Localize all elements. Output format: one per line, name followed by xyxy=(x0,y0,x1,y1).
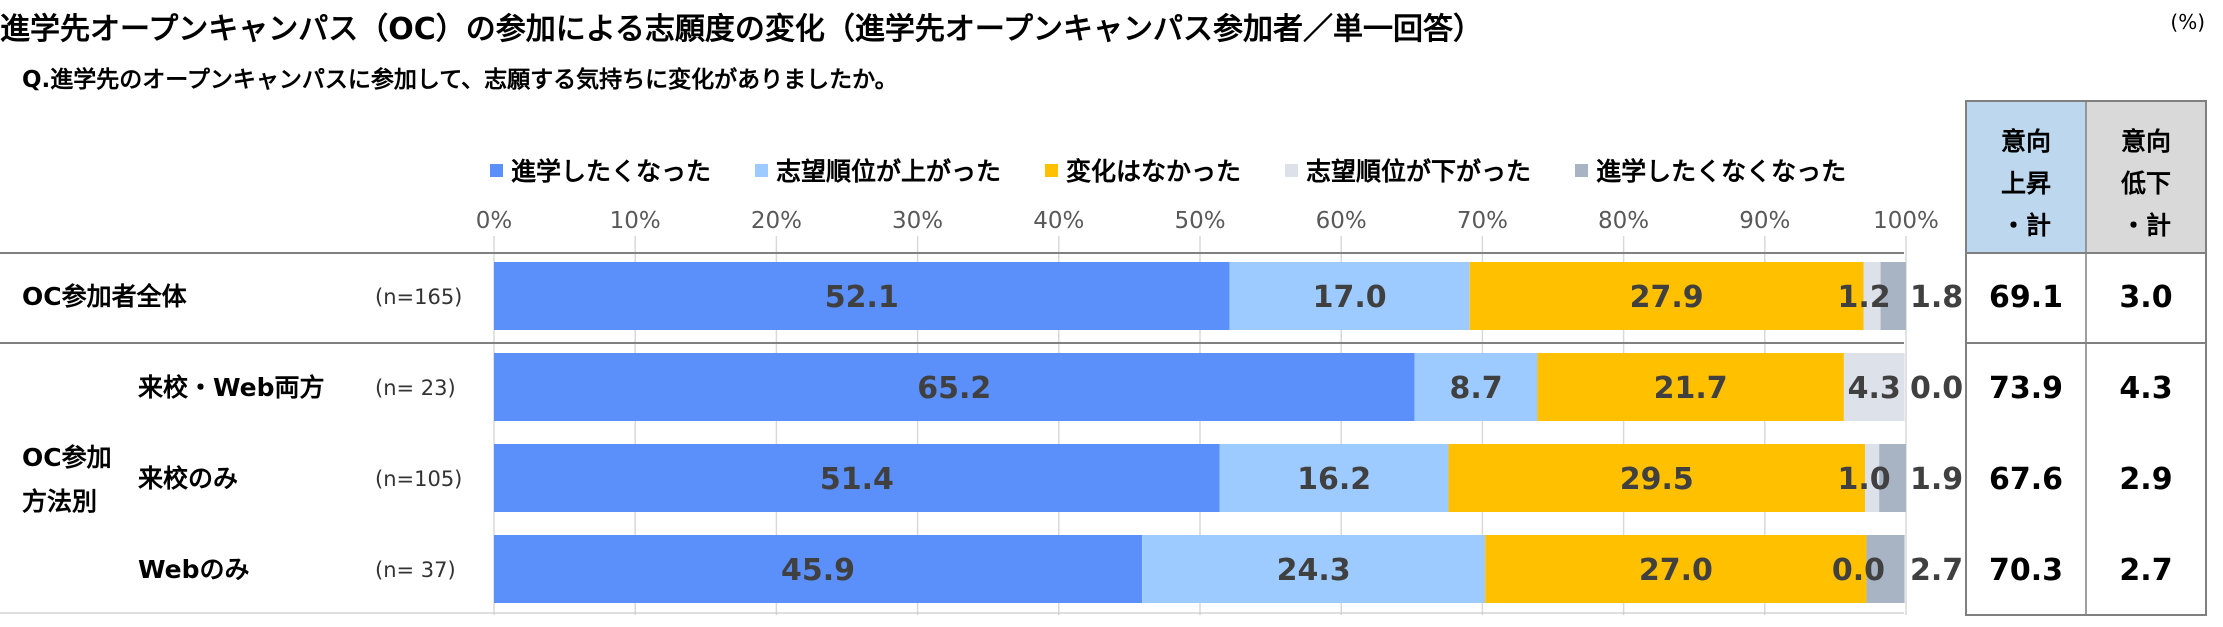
legend-swatch xyxy=(490,163,503,177)
bar-segment xyxy=(494,535,1143,603)
summary-down-value: 2.9 xyxy=(2119,462,2172,497)
n-label: (n=165) xyxy=(375,285,462,309)
bar-segment xyxy=(1537,353,1844,421)
row-label: OC参加者全体 xyxy=(22,282,188,311)
legend-label: 志望順位が上がった xyxy=(776,157,1002,186)
bar-segment xyxy=(1863,262,1881,330)
data-label: 1.2 xyxy=(1838,280,1891,315)
bar-segment xyxy=(1880,262,1906,330)
summary-down-value: 2.7 xyxy=(2119,553,2172,588)
bar-segment xyxy=(1485,535,1867,603)
data-label: 52.1 xyxy=(825,280,899,315)
data-label: 24.3 xyxy=(1277,553,1351,588)
data-label: 4.3 xyxy=(1848,371,1901,406)
x-tick-label: 70% xyxy=(1457,208,1508,234)
bar-segment xyxy=(1469,262,1864,330)
row-label: 来校のみ xyxy=(138,464,238,493)
data-label: 29.5 xyxy=(1620,462,1694,497)
data-label: 65.2 xyxy=(917,371,991,406)
bar-segment xyxy=(1866,535,1905,603)
data-label: 21.7 xyxy=(1654,371,1728,406)
x-tick-label: 60% xyxy=(1316,208,1367,234)
data-label: 8.7 xyxy=(1449,371,1502,406)
legend-swatch xyxy=(1045,163,1059,177)
legend-item: 志望順位が下がった xyxy=(1285,152,1531,188)
summary-header-label: ・計 xyxy=(2001,211,2051,240)
summary-up-value: 73.9 xyxy=(1989,371,2063,406)
group-label: OC参加 xyxy=(22,443,112,472)
x-tick-label: 0% xyxy=(476,208,513,234)
legend-label: 志望順位が下がった xyxy=(1306,157,1532,186)
legend-swatch xyxy=(755,163,769,177)
x-tick-label: 10% xyxy=(610,208,661,234)
n-label: (n=105) xyxy=(375,467,462,491)
summary-header-cell xyxy=(2086,101,2206,253)
bar-segment xyxy=(1142,535,1486,603)
summary-header-label: 低下 xyxy=(2120,169,2171,198)
data-label: 45.9 xyxy=(781,553,855,588)
x-tick-label: 100% xyxy=(1873,208,1939,234)
bar-segment xyxy=(494,353,1415,421)
x-tick-label: 90% xyxy=(1739,208,1790,234)
summary-up-value: 69.1 xyxy=(1989,280,2063,315)
bar-segment xyxy=(1219,444,1449,512)
legend-label: 進学したくなった xyxy=(511,157,712,186)
data-label: 17.0 xyxy=(1313,280,1387,315)
summary-down-value: 3.0 xyxy=(2119,280,2172,315)
summary-down-value: 4.3 xyxy=(2119,371,2172,406)
bar-segment xyxy=(1229,262,1470,330)
data-label: 1.0 xyxy=(1838,462,1891,497)
bar-segment xyxy=(1414,353,1538,421)
bar-segment xyxy=(494,262,1230,330)
x-tick-label: 40% xyxy=(1033,208,1084,234)
legend-item: 進学したくなくなった xyxy=(1575,152,1846,188)
legend-item: 志望順位が上がった xyxy=(755,152,1001,188)
legend-item: 変化はなかった xyxy=(1045,152,1241,188)
row-label: Webのみ xyxy=(138,555,250,584)
summary-header-cell xyxy=(1966,101,2086,253)
bar-segment xyxy=(1843,353,1905,421)
legend-item: 進学したくなった xyxy=(490,152,711,188)
summary-header-label: 意向 xyxy=(2121,127,2171,156)
summary-header-label: ・計 xyxy=(2121,211,2171,240)
legend-swatch xyxy=(1575,163,1589,177)
data-label: 1.9 xyxy=(1910,462,1963,497)
x-tick-label: 30% xyxy=(892,208,943,234)
data-label: 0.0 xyxy=(1910,371,1963,406)
unit-label: (%) xyxy=(2170,10,2205,34)
bar-segment xyxy=(1879,444,1906,512)
legend: 進学したくなった 志望順位が上がった 変化はなかった 志望順位が下がった 進学したくなく… xyxy=(490,150,1890,190)
bar-segment xyxy=(494,444,1220,512)
legend-label: 変化はなかった xyxy=(1066,157,1242,186)
bar-segment xyxy=(1865,444,1880,512)
x-tick-label: 20% xyxy=(751,208,802,234)
summary-up-value: 70.3 xyxy=(1989,553,2063,588)
bar-segment xyxy=(1448,444,1866,512)
question-text: Q.進学先のオープンキャンパスに参加して、志願する気持ちに変化がありましたか。 xyxy=(22,67,898,93)
x-tick-label: 80% xyxy=(1598,208,1649,234)
summary-header-label: 意向 xyxy=(2001,127,2051,156)
data-label: 1.8 xyxy=(1910,280,1963,315)
legend-swatch xyxy=(1285,163,1299,177)
legend-label: 進学したくなくなった xyxy=(1596,157,1847,186)
data-label: 27.9 xyxy=(1630,280,1704,315)
data-label: 2.7 xyxy=(1910,553,1963,588)
chart-title: 進学先オープンキャンパス（OC）の参加による志願度の変化（進学先オープンキャンパ… xyxy=(0,12,1484,47)
summary-header-label: 上昇 xyxy=(2001,169,2051,198)
row-label: 来校・Web両方 xyxy=(138,373,325,402)
n-label: (n= 23) xyxy=(375,376,456,400)
group-label: 方法別 xyxy=(22,487,97,516)
data-label: 16.2 xyxy=(1297,462,1371,497)
summary-up-value: 67.6 xyxy=(1989,462,2063,497)
n-label: (n= 37) xyxy=(375,558,456,582)
x-tick-label: 50% xyxy=(1174,208,1225,234)
data-label: 51.4 xyxy=(820,462,894,497)
data-label: 0.0 xyxy=(1832,553,1885,588)
data-label: 27.0 xyxy=(1639,553,1713,588)
